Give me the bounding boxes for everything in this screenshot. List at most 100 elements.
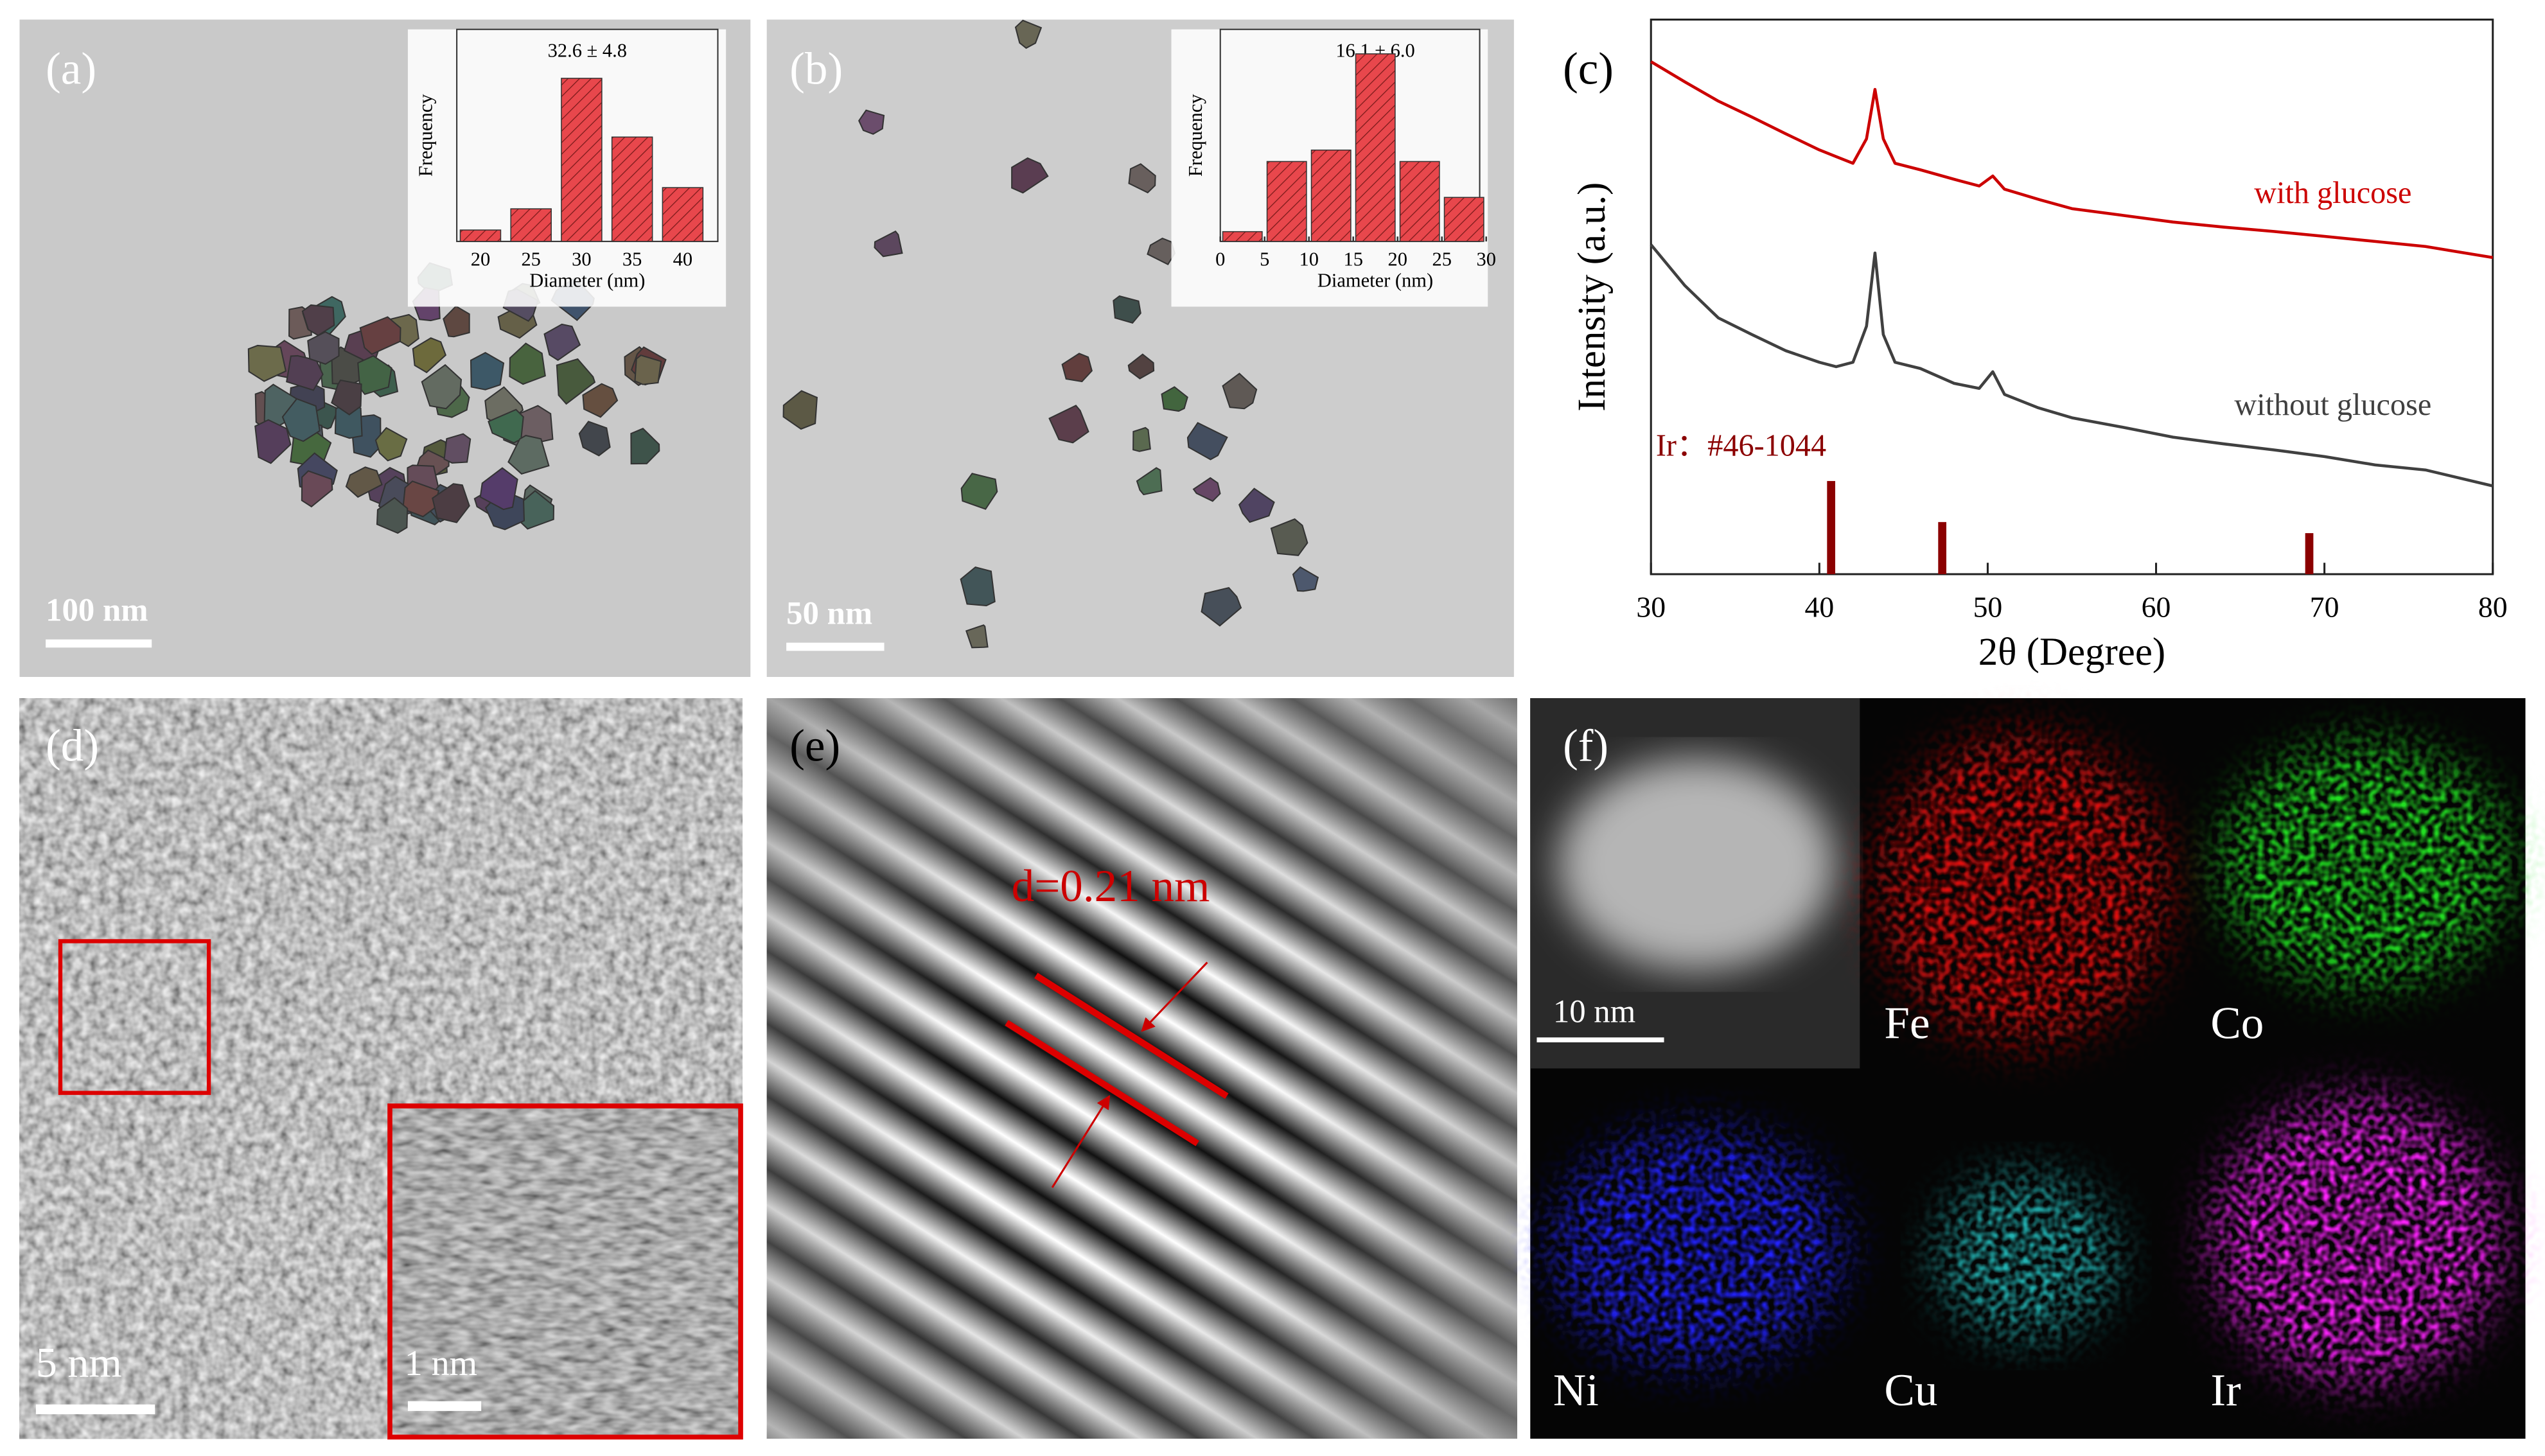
x-tick-label: 25 xyxy=(521,248,540,270)
scale-bar-label: 1 nm xyxy=(405,1344,477,1383)
particle xyxy=(247,344,287,382)
particle xyxy=(960,473,998,510)
x-tick-label: 20 xyxy=(1387,248,1407,270)
particle xyxy=(421,364,462,410)
particle xyxy=(345,466,383,498)
x-tick-label: 40 xyxy=(1804,590,1834,623)
particle xyxy=(960,566,996,607)
element-label: Cu xyxy=(1884,1365,1937,1416)
particle xyxy=(1128,163,1156,194)
series-label: without glucose xyxy=(2234,388,2431,422)
chart-title: 32.6 ± 4.8 xyxy=(548,39,627,61)
particle xyxy=(1192,477,1221,502)
vignette xyxy=(766,698,1517,1439)
bar xyxy=(611,136,653,242)
particle xyxy=(507,435,550,475)
reference-label: Ir：#46-1044 xyxy=(1656,429,1826,463)
panel-label: (f) xyxy=(1563,721,1608,771)
panel-label: (b) xyxy=(789,44,843,94)
scale-bar-label: 100 nm xyxy=(46,592,148,628)
particle xyxy=(782,390,818,430)
x-tick-label: 80 xyxy=(2478,590,2508,623)
panel-label: (e) xyxy=(789,721,840,771)
y-axis-label: Intensity (a.u.) xyxy=(1571,182,1614,412)
co-map xyxy=(2219,742,2513,987)
element-label: Co xyxy=(2210,998,2264,1048)
particle xyxy=(1201,586,1242,627)
x-tick-label: 30 xyxy=(572,248,591,270)
particle xyxy=(488,408,524,444)
x-tick-label: 20 xyxy=(471,248,490,270)
x-axis-label: Diameter (nm) xyxy=(529,269,645,291)
particle xyxy=(582,383,619,418)
particle xyxy=(1136,467,1163,496)
particle xyxy=(965,624,989,649)
fe-map xyxy=(1876,733,2170,1044)
haadf-particle xyxy=(1558,758,1836,971)
particle xyxy=(1186,422,1228,460)
bar xyxy=(561,78,603,242)
x-tick-label: 30 xyxy=(1636,590,1666,623)
bar xyxy=(1443,197,1484,242)
particle xyxy=(578,421,611,457)
x-tick-label: 25 xyxy=(1432,248,1451,270)
particle xyxy=(432,483,470,523)
arrow xyxy=(1141,961,1208,1032)
scale-bar xyxy=(1537,1037,1664,1042)
particle xyxy=(443,305,470,338)
particle xyxy=(359,316,401,355)
scale-bar-label: 5 nm xyxy=(36,1339,122,1386)
particle xyxy=(556,358,596,405)
particle xyxy=(357,355,392,396)
particle xyxy=(1132,426,1151,452)
particles-a xyxy=(247,262,667,534)
particle xyxy=(331,379,362,416)
scale-bar xyxy=(786,642,885,651)
fringe-line xyxy=(1034,972,1229,1100)
scale-bar-label: 50 nm xyxy=(786,595,872,631)
x-tick-label: 15 xyxy=(1343,248,1362,270)
bar xyxy=(1222,231,1263,242)
particle xyxy=(858,109,885,135)
roi-box xyxy=(58,939,211,1095)
x-tick-label: 70 xyxy=(2310,590,2339,623)
particle xyxy=(1222,373,1258,410)
particle xyxy=(1011,157,1049,194)
x-tick-label: 0 xyxy=(1215,248,1225,270)
series-line xyxy=(1650,60,2494,259)
bar xyxy=(510,208,552,242)
x-tick-label: 30 xyxy=(1476,248,1495,270)
bar xyxy=(1310,149,1352,242)
plot-frame xyxy=(1650,18,2494,575)
particle xyxy=(634,355,662,385)
scale-bar xyxy=(407,1401,482,1411)
reference-stick xyxy=(1938,522,1947,575)
particle xyxy=(376,496,409,534)
particle xyxy=(470,351,505,390)
particle xyxy=(1127,353,1155,380)
particle xyxy=(1270,518,1308,556)
scale-bar-label: 10 nm xyxy=(1553,993,1635,1029)
particle xyxy=(334,401,363,439)
particle xyxy=(479,467,518,511)
hrtem-inset xyxy=(388,1104,743,1439)
reference-stick xyxy=(1827,480,1836,575)
particle xyxy=(412,337,447,374)
particle xyxy=(1048,405,1089,444)
particle xyxy=(307,331,340,365)
x-tick-label: 35 xyxy=(622,248,642,270)
bar xyxy=(1355,53,1396,242)
particle xyxy=(543,323,581,362)
element-label: Ni xyxy=(1553,1365,1599,1416)
element-label: Fe xyxy=(1884,998,1930,1048)
bar xyxy=(1266,161,1307,242)
cu-map xyxy=(1936,1174,2117,1338)
x-axis-label: Diameter (nm) xyxy=(1317,269,1433,291)
particle xyxy=(402,480,440,518)
particle xyxy=(1238,487,1275,523)
ir-map xyxy=(2210,1096,2505,1383)
x-axis-label: 2θ (Degree) xyxy=(1978,631,2165,674)
scale-bar xyxy=(35,1404,155,1414)
scale-bar xyxy=(46,639,152,648)
arrow xyxy=(1051,1094,1111,1188)
